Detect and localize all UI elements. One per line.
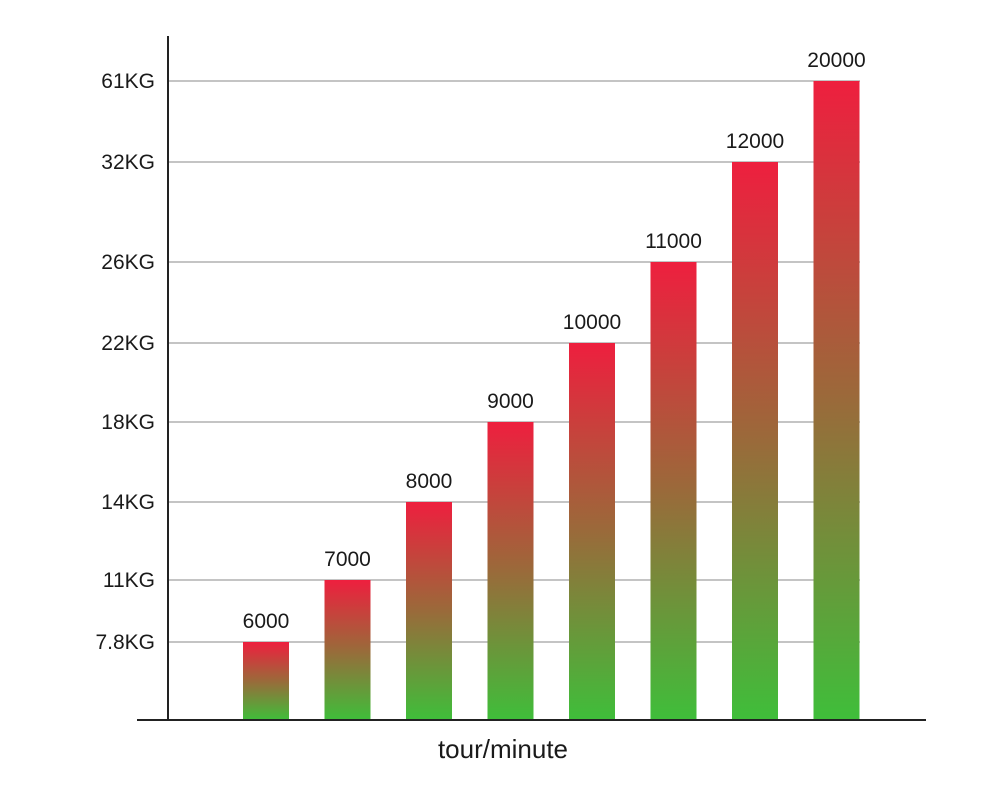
bar (569, 343, 615, 720)
data-label: 11000 (645, 230, 702, 253)
bar (243, 642, 289, 720)
data-label: 12000 (726, 130, 784, 153)
data-label: 7000 (324, 548, 371, 571)
y-tick-label: 22KG (101, 332, 155, 355)
x-axis-label: tour/minute (438, 734, 568, 764)
y-tick-label: 61KG (101, 70, 155, 93)
y-tick-label: 18KG (101, 411, 155, 434)
data-label: 8000 (406, 470, 453, 493)
y-tick-label: 11KG (103, 569, 155, 592)
y-tick-label: 14KG (101, 491, 155, 514)
data-label: 20000 (807, 49, 865, 72)
y-tick-label: 26KG (101, 251, 155, 274)
bar (650, 262, 697, 720)
y-tick-label: 7.8KG (95, 631, 155, 654)
bars (243, 81, 860, 720)
bar (406, 502, 452, 720)
data-label: 9000 (487, 390, 534, 413)
y-tick-labels: 7.8KG 11KG 14KG 18KG 22KG 26KG 32KG 61KG (95, 70, 155, 654)
y-tick-label: 32KG (101, 151, 155, 174)
bar (732, 162, 778, 720)
data-label: 10000 (563, 311, 621, 334)
bar (324, 580, 371, 720)
bar (813, 81, 860, 720)
data-label: 6000 (243, 610, 290, 633)
data-labels: 6000 7000 8000 9000 10000 11000 12000 20000 (243, 49, 866, 633)
bar (487, 422, 534, 720)
